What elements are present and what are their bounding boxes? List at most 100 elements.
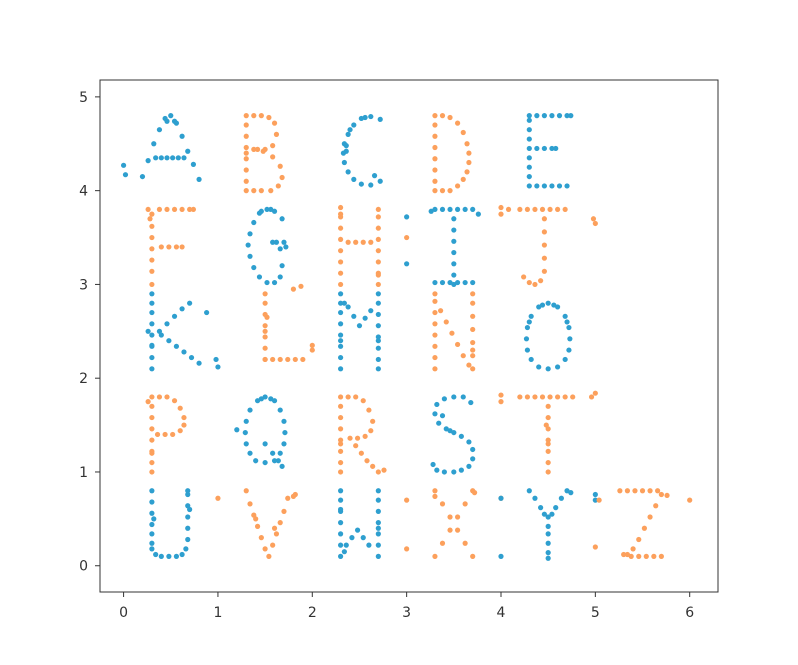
- point-w: [376, 520, 381, 525]
- point-a: [176, 155, 181, 160]
- point-g: [278, 274, 283, 279]
- point-k: [213, 357, 218, 362]
- point-v: [281, 509, 286, 514]
- point-q: [259, 396, 264, 401]
- point-y: [553, 505, 558, 510]
- point-h: [338, 237, 343, 242]
- point-t: [546, 404, 551, 409]
- point-r: [376, 469, 381, 474]
- point-b: [244, 113, 249, 118]
- point-f: [146, 207, 151, 212]
- point-m: [338, 291, 343, 296]
- x-tick-label: 5: [591, 605, 600, 621]
- point-d: [440, 113, 445, 118]
- point-g: [264, 280, 269, 285]
- point-z: [621, 552, 626, 557]
- point-g: [247, 231, 252, 236]
- point-k: [196, 361, 201, 366]
- point-h: [376, 207, 381, 212]
- point-b: [274, 132, 279, 137]
- point-f: [179, 207, 184, 212]
- point-j: [591, 216, 596, 221]
- point-o: [567, 336, 572, 341]
- point-z: [630, 546, 635, 551]
- point-e: [527, 165, 532, 170]
- point-h: [404, 235, 409, 240]
- point-x: [432, 494, 437, 499]
- point-g: [281, 240, 286, 245]
- point-j: [532, 207, 537, 212]
- point-i: [404, 261, 409, 266]
- point-w: [338, 498, 343, 503]
- point-v: [263, 546, 268, 551]
- point-u: [185, 488, 190, 493]
- point-n: [432, 291, 437, 296]
- point-b: [268, 188, 273, 193]
- point-p: [149, 415, 154, 420]
- point-l: [300, 357, 305, 362]
- point-z: [655, 488, 660, 493]
- point-m: [357, 323, 362, 328]
- point-w: [376, 526, 381, 531]
- point-v: [274, 531, 279, 536]
- point-u: [159, 554, 164, 559]
- point-s: [436, 421, 441, 426]
- point-o: [546, 301, 551, 306]
- point-n: [449, 331, 454, 336]
- point-k: [149, 355, 154, 360]
- point-d: [432, 113, 437, 118]
- point-a: [140, 174, 145, 179]
- point-u: [166, 554, 171, 559]
- point-q: [280, 464, 285, 469]
- point-s: [440, 413, 445, 418]
- point-t: [570, 394, 575, 399]
- point-t: [532, 394, 537, 399]
- point-l: [263, 329, 268, 334]
- point-v: [291, 494, 296, 499]
- point-r: [359, 451, 364, 456]
- point-i: [470, 280, 475, 285]
- point-g: [259, 209, 264, 214]
- point-o: [524, 336, 529, 341]
- point-q: [263, 460, 268, 465]
- point-r: [338, 441, 343, 446]
- point-k: [164, 321, 169, 326]
- point-s: [466, 464, 471, 469]
- point-e: [527, 113, 532, 118]
- point-e: [534, 183, 539, 188]
- point-c: [351, 122, 356, 127]
- point-g: [246, 242, 251, 247]
- point-l: [270, 357, 275, 362]
- point-f: [149, 235, 154, 240]
- point-a: [185, 149, 190, 154]
- point-x: [432, 554, 437, 559]
- point-t: [525, 394, 530, 399]
- point-d: [455, 183, 460, 188]
- point-q: [234, 427, 239, 432]
- point-m: [338, 355, 343, 360]
- point-e: [549, 113, 554, 118]
- point-w: [338, 531, 343, 536]
- point-c: [342, 160, 347, 165]
- point-r: [338, 469, 343, 474]
- point-v: [215, 496, 220, 501]
- point-v: [259, 535, 264, 540]
- point-s: [434, 468, 439, 473]
- point-t: [544, 422, 549, 427]
- point-r: [338, 394, 343, 399]
- point-w: [376, 498, 381, 503]
- point-f: [147, 216, 152, 221]
- point-b: [244, 151, 249, 156]
- point-z: [636, 554, 641, 559]
- point-x: [447, 514, 452, 519]
- point-r: [370, 419, 375, 424]
- point-n: [432, 332, 437, 337]
- point-i: [455, 207, 460, 212]
- point-f: [164, 207, 169, 212]
- point-y: [546, 541, 551, 546]
- point-z: [625, 488, 630, 493]
- point-d: [447, 188, 452, 193]
- point-r: [338, 415, 343, 420]
- point-a: [181, 155, 186, 160]
- point-a: [159, 155, 164, 160]
